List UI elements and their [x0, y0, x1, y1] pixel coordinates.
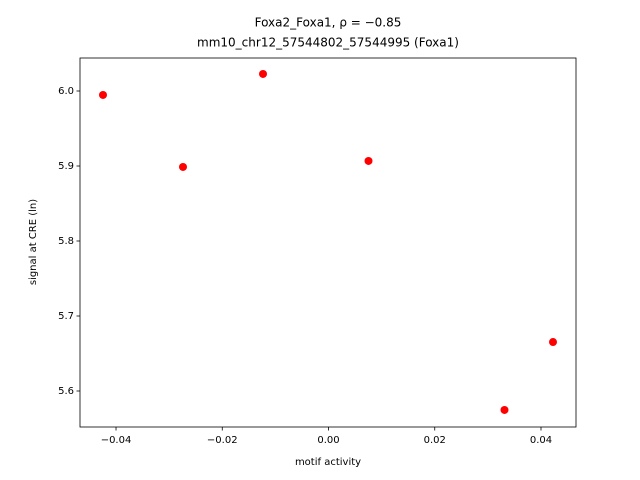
x-tick-label: −0.02	[207, 435, 238, 446]
point	[364, 156, 373, 165]
x-tick-label: −0.04	[101, 435, 132, 446]
x-tick-label: 0.02	[424, 435, 446, 446]
x-axis-label: motif activity	[295, 457, 361, 468]
point	[179, 162, 188, 171]
y-tick-label: 6.0	[58, 86, 74, 97]
y-axis-label: signal at CRE (ln)	[28, 199, 39, 285]
point	[500, 405, 509, 414]
y-tick-label: 5.9	[58, 161, 74, 172]
y-tick-label: 5.6	[58, 386, 74, 397]
point	[259, 69, 268, 78]
plot-frame	[79, 57, 577, 428]
x-tick-label: 0.00	[317, 435, 339, 446]
y-tick-label: 5.7	[58, 311, 74, 322]
y-tick-label: 5.8	[58, 236, 74, 247]
chart-subtitle: mm10_chr12_57544802_57544995 (Foxa1)	[197, 36, 459, 50]
point	[548, 338, 557, 347]
chart-title: Foxa2_Foxa1, ρ = −0.85	[255, 16, 402, 30]
point	[99, 90, 108, 99]
x-tick-label: 0.04	[530, 435, 552, 446]
